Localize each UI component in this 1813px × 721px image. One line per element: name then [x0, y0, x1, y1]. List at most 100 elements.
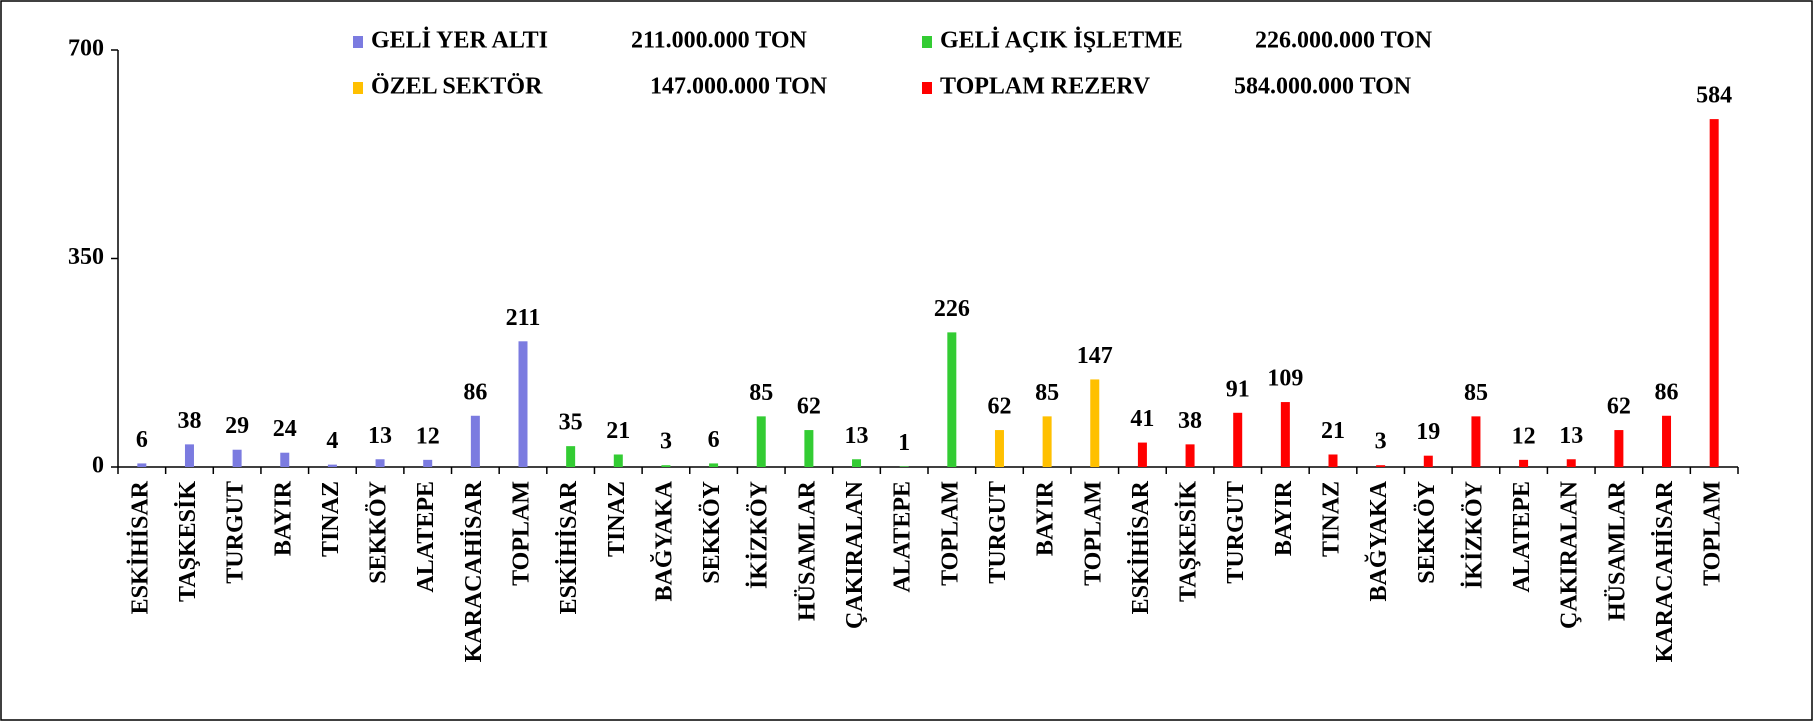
data-label: 12 [1512, 423, 1536, 449]
bar [804, 430, 814, 467]
legend-swatch [353, 82, 363, 94]
bar [137, 463, 147, 467]
x-tick-label: ESKİHİSAR [556, 480, 582, 614]
x-tick-label: HÜSAMLAR [1604, 480, 1630, 621]
bar [1233, 412, 1243, 467]
bar [1280, 402, 1290, 467]
data-label: 21 [606, 418, 630, 444]
x-tick-label: TINAZ [1319, 481, 1345, 557]
bar [1042, 416, 1052, 467]
legend-swatch [353, 36, 363, 48]
data-label: 86 [463, 379, 487, 405]
bar [1185, 444, 1195, 467]
data-label: 226 [934, 296, 970, 322]
data-label: 62 [797, 394, 821, 420]
data-label: 4 [326, 428, 338, 454]
bar [613, 454, 623, 467]
data-label: 12 [416, 423, 440, 449]
bar [518, 341, 528, 467]
bar [947, 332, 957, 467]
bar [375, 459, 385, 467]
bar [423, 459, 433, 467]
x-tick-label: BAĞYAKA [1365, 480, 1392, 601]
legend-label: ÖZEL SEKTÖR [371, 74, 543, 100]
data-label: 85 [1035, 380, 1059, 406]
legend-amount: 226.000.000 TON [1255, 28, 1433, 54]
data-label: 85 [1464, 380, 1488, 406]
bar [1519, 459, 1529, 467]
x-tick-label: ÇAKIRALAN [1557, 480, 1583, 629]
data-label: 41 [1130, 406, 1154, 432]
legend-label: GELİ AÇIK İŞLETME [940, 28, 1183, 54]
bar [852, 459, 862, 467]
y-tick-label: 0 [92, 453, 104, 479]
x-tick-label: BAYIR [1033, 480, 1059, 556]
y-tick-label: 700 [68, 36, 104, 62]
x-tick-label: KARACAHİSAR [461, 480, 487, 662]
x-tick-label: SEKKÖY [699, 481, 725, 584]
bar [1614, 430, 1624, 467]
x-tick-label: TURGUT [1223, 481, 1249, 584]
data-label: 21 [1321, 418, 1345, 444]
bar [661, 465, 671, 467]
legend-amount: 211.000.000 TON [631, 28, 807, 54]
x-tick-label: BAYIR [1271, 480, 1297, 556]
data-label: 62 [987, 394, 1011, 420]
data-label: 13 [368, 423, 392, 449]
bar [1566, 459, 1576, 467]
data-label: 91 [1226, 376, 1250, 402]
x-tick-label: TOPLAM [509, 481, 535, 586]
data-label: 3 [660, 429, 672, 455]
x-tick-label: ÇAKIRALAN [842, 480, 868, 629]
y-tick-label: 350 [68, 244, 104, 270]
legend-label: GELİ YER ALTI [371, 28, 548, 54]
x-tick-label: TURGUT [985, 481, 1011, 584]
bar [1328, 454, 1338, 467]
x-tick-label: ALATEPE [1509, 481, 1535, 593]
bar [327, 464, 337, 467]
legend-amount: 584.000.000 TON [1234, 74, 1412, 100]
legend-label: TOPLAM REZERV [940, 74, 1151, 100]
x-tick-label: KARACAHİSAR [1652, 480, 1678, 662]
bar [184, 444, 194, 467]
data-label: 38 [177, 408, 201, 434]
bar [1709, 119, 1719, 468]
bar [566, 446, 576, 467]
bar [232, 449, 242, 467]
x-tick-label: ALATEPE [413, 481, 439, 593]
x-tick-label: ESKİHİSAR [1128, 480, 1154, 614]
bar [1471, 416, 1481, 467]
x-tick-label: TINAZ [318, 481, 344, 557]
data-label: 35 [559, 410, 583, 436]
data-label: 19 [1416, 419, 1440, 445]
x-tick-label: SEKKÖY [366, 481, 392, 584]
data-label: 6 [708, 427, 720, 453]
x-tick-label: SEKKÖY [1414, 481, 1440, 584]
x-tick-label: İKİZKÖY [1461, 481, 1487, 589]
x-tick-label: İKİZKÖY [747, 481, 773, 589]
bar [899, 466, 909, 467]
legend-amount: 147.000.000 TON [650, 74, 828, 100]
x-tick-label: ALATEPE [890, 481, 916, 593]
x-tick-label: TURGUT [223, 481, 249, 584]
bar [1662, 415, 1672, 467]
data-label: 13 [1559, 423, 1583, 449]
x-tick-label: BAĞYAKA [650, 480, 677, 601]
bar [709, 463, 719, 467]
data-label: 38 [1178, 408, 1202, 434]
data-label: 85 [749, 380, 773, 406]
data-label: 29 [225, 413, 249, 439]
bar [470, 415, 480, 467]
bar [1376, 465, 1386, 467]
bar [994, 430, 1004, 467]
data-label: 1 [898, 430, 910, 456]
data-label: 584 [1696, 83, 1732, 109]
x-tick-label: TINAZ [604, 481, 630, 557]
bar [1423, 455, 1433, 467]
x-tick-label: BAYIR [270, 480, 296, 556]
data-label: 62 [1607, 394, 1631, 420]
data-label: 211 [506, 305, 541, 331]
bar [1090, 379, 1100, 467]
